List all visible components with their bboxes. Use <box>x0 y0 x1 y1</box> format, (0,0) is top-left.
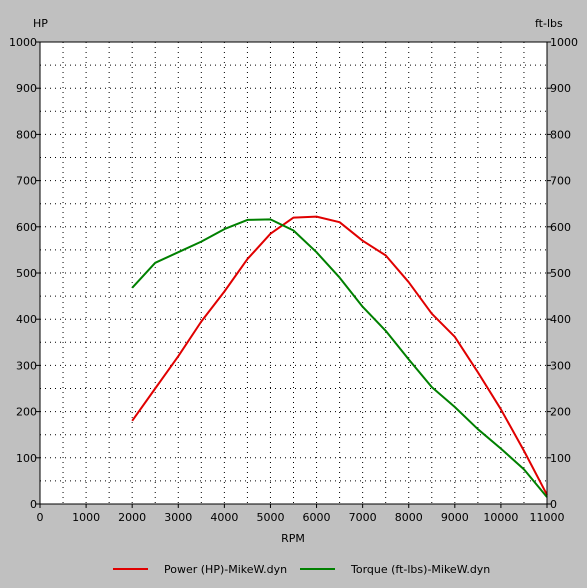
y-right-tick-label: 400 <box>550 313 571 326</box>
grid <box>40 42 547 504</box>
x-axis-title: RPM <box>281 532 305 545</box>
legend: Power (HP)-MikeW.dyn Torque (ft-lbs)-Mike… <box>113 563 490 576</box>
y-right-tick-label: 0 <box>550 498 557 511</box>
y-left-tick-label: 700 <box>16 175 37 188</box>
y-right-tick-label: 900 <box>550 82 571 95</box>
x-tick-label: 6000 <box>303 511 331 524</box>
y-left-tick-label: 1000 <box>9 36 37 49</box>
y-left-tick-label: 800 <box>16 128 37 141</box>
y-left-tick-label: 100 <box>16 452 37 465</box>
x-tick-label: 9000 <box>441 511 469 524</box>
y-right-tick-label: 700 <box>550 175 571 188</box>
y-axis-left: 0 100 200 300 400 500 600 700 800 900 1000 <box>9 36 40 511</box>
y-right-tick-label: 800 <box>550 128 571 141</box>
legend-label: Torque (ft-lbs)-MikeW.dyn <box>350 563 490 576</box>
x-tick-label: 4000 <box>210 511 238 524</box>
y-axis-right: 0 100 200 300 400 500 600 700 800 900 1000 <box>547 36 578 511</box>
y-right-tick-label: 1000 <box>550 36 578 49</box>
y-left-tick-label: 400 <box>16 313 37 326</box>
series-layer <box>131 215 548 498</box>
power-series-line <box>131 215 548 496</box>
torque-series-line <box>131 218 548 498</box>
y-right-tick-label: 200 <box>550 406 571 419</box>
y-right-tick-label: 600 <box>550 221 571 234</box>
y-left-tick-label: 300 <box>16 359 37 372</box>
x-tick-label: 1000 <box>72 511 100 524</box>
y-axis-right-title: ft-lbs <box>535 17 563 30</box>
x-tick-label: 7000 <box>349 511 377 524</box>
x-tick-label: 5000 <box>256 511 284 524</box>
y-left-tick-label: 0 <box>30 498 37 511</box>
x-axis: 0 1000 2000 3000 4000 5000 6000 7000 8000 9000 100… <box>37 504 565 524</box>
x-tick-label: 3000 <box>164 511 192 524</box>
y-right-tick-label: 300 <box>550 359 571 372</box>
x-tick-label: 2000 <box>118 511 146 524</box>
y-left-tick-label: 600 <box>16 221 37 234</box>
x-tick-label: 0 <box>37 511 44 524</box>
y-left-tick-label: 200 <box>16 406 37 419</box>
y-axis-left-title: HP <box>33 17 48 30</box>
y-right-tick-label: 100 <box>550 452 571 465</box>
y-left-tick-label: 900 <box>16 82 37 95</box>
y-right-tick-label: 500 <box>550 267 571 280</box>
legend-label: Power (HP)-MikeW.dyn <box>164 563 287 576</box>
x-tick-label: 10000 <box>483 511 518 524</box>
y-left-tick-label: 500 <box>16 267 37 280</box>
x-tick-label: 11000 <box>530 511 565 524</box>
x-tick-label: 8000 <box>395 511 423 524</box>
